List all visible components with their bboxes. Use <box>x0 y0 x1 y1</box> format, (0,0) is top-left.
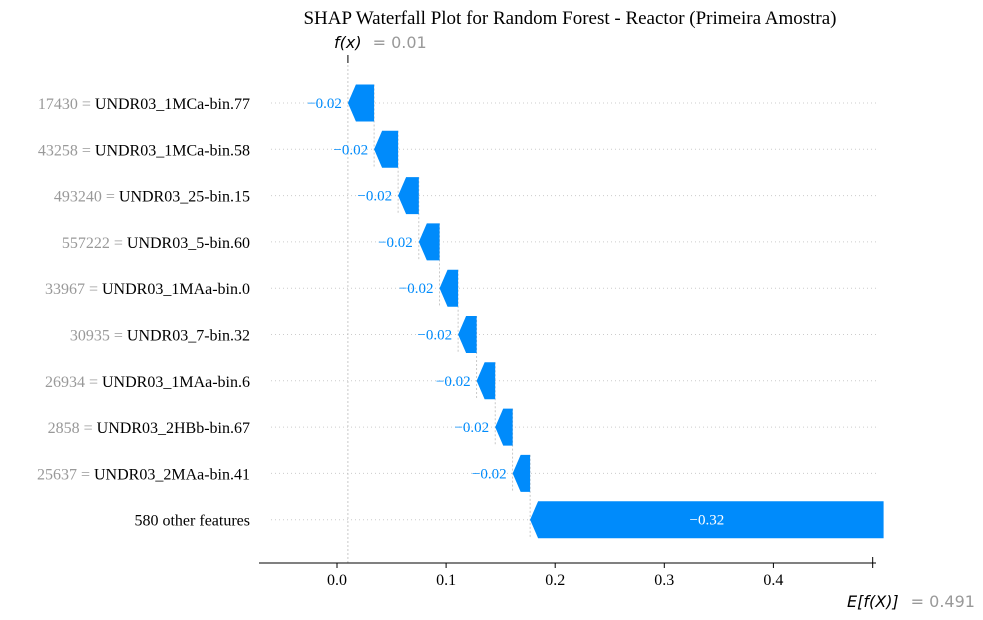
feature-label: 493240 = UNDR03_25-bin.15 <box>54 189 250 206</box>
shap-bar <box>418 223 440 261</box>
x-tick-label: 0.1 <box>436 572 456 589</box>
shap-value-label: −0.02 <box>454 420 489 436</box>
shap-value-label: −0.02 <box>378 235 413 251</box>
shap-bar <box>512 454 531 492</box>
shap-value-label: −0.02 <box>307 96 342 112</box>
feature-name: UNDR03_25-bin.15 <box>119 189 250 206</box>
x-tick-label: 0.2 <box>545 572 565 589</box>
feature-name: UNDR03_7-bin.32 <box>127 328 250 345</box>
feature-value: 43258 = <box>38 142 95 159</box>
feature-name: UNDR03_5-bin.60 <box>127 235 250 252</box>
shap-bar <box>476 362 496 400</box>
shap-value-label: −0.02 <box>436 374 471 390</box>
shap-value-label: −0.02 <box>417 328 452 344</box>
feature-value: 26934 = <box>45 374 102 391</box>
shap-bar <box>374 130 399 168</box>
feature-label: 33967 = UNDR03_1MAa-bin.0 <box>45 281 250 298</box>
feature-labels: 17430 = UNDR03_1MCa-bin.77 43258 = UNDR03… <box>37 96 250 530</box>
bars: −0.02 −0.02 −0.02 −0.02 −0.02 −0.02 −0.02 −0.02… <box>307 84 884 539</box>
base-value-text: = 0.491 <box>911 592 975 611</box>
feature-label: 25637 = UNDR03_2MAa-bin.41 <box>37 466 250 483</box>
shap-bar <box>495 408 513 446</box>
x-axis: 0.0 0.1 0.2 0.3 0.4 <box>259 557 876 589</box>
feature-name: UNDR03_1MAa-bin.6 <box>102 374 250 391</box>
fx-annotation: f(x) = 0.01 <box>334 33 427 52</box>
feature-label: 2858 = UNDR03_2HBb-bin.67 <box>48 420 250 437</box>
feature-value: 33967 = <box>45 281 102 298</box>
shap-value-label: −0.02 <box>357 189 392 205</box>
feature-value: 30935 = <box>70 328 127 345</box>
shap-value-label: −0.32 <box>689 513 724 529</box>
feature-label: 580 other features <box>134 513 250 530</box>
feature-value: 17430 = <box>38 96 95 113</box>
base-value-symbol: E[f(X)] <box>847 592 899 611</box>
shap-bar <box>458 316 477 353</box>
chart-title: SHAP Waterfall Plot for Random Forest - … <box>303 8 836 29</box>
fx-value: = 0.01 <box>373 33 427 52</box>
feature-name: UNDR03_1MCa-bin.77 <box>95 96 250 113</box>
feature-label: 30935 = UNDR03_7-bin.32 <box>70 328 250 345</box>
shap-value-label: −0.02 <box>472 466 507 482</box>
feature-name: UNDR03_1MCa-bin.58 <box>95 142 250 159</box>
fx-symbol: f(x) <box>334 33 362 52</box>
feature-name: 580 other features <box>134 513 250 530</box>
feature-name: UNDR03_2HBb-bin.67 <box>97 420 250 437</box>
shap-bar <box>439 269 459 307</box>
feature-value: 25637 = <box>37 466 94 483</box>
shap-value-label: −0.02 <box>333 142 368 158</box>
shap-bar <box>398 177 419 215</box>
feature-name: UNDR03_1MAa-bin.0 <box>102 281 250 298</box>
feature-name: UNDR03_2MAa-bin.41 <box>94 466 250 483</box>
shap-bar <box>347 84 375 122</box>
shap-bar <box>530 501 884 539</box>
shap-value-label: −0.02 <box>399 281 434 297</box>
x-tick-label: 0.3 <box>654 572 674 589</box>
feature-value: 493240 = <box>54 189 119 206</box>
x-tick-label: 0.0 <box>327 572 347 589</box>
feature-value: 557222 = <box>62 235 127 252</box>
feature-label: 43258 = UNDR03_1MCa-bin.58 <box>38 142 250 159</box>
grid-lines <box>271 102 876 521</box>
base-value-annotation: E[f(X)] = 0.491 <box>847 592 975 611</box>
x-tick-label: 0.4 <box>763 572 783 589</box>
feature-label: 557222 = UNDR03_5-bin.60 <box>62 235 250 252</box>
feature-value: 2858 = <box>48 420 97 437</box>
reference-lines <box>347 55 531 563</box>
feature-label: 26934 = UNDR03_1MAa-bin.6 <box>45 374 250 391</box>
feature-label: 17430 = UNDR03_1MCa-bin.77 <box>38 96 250 113</box>
